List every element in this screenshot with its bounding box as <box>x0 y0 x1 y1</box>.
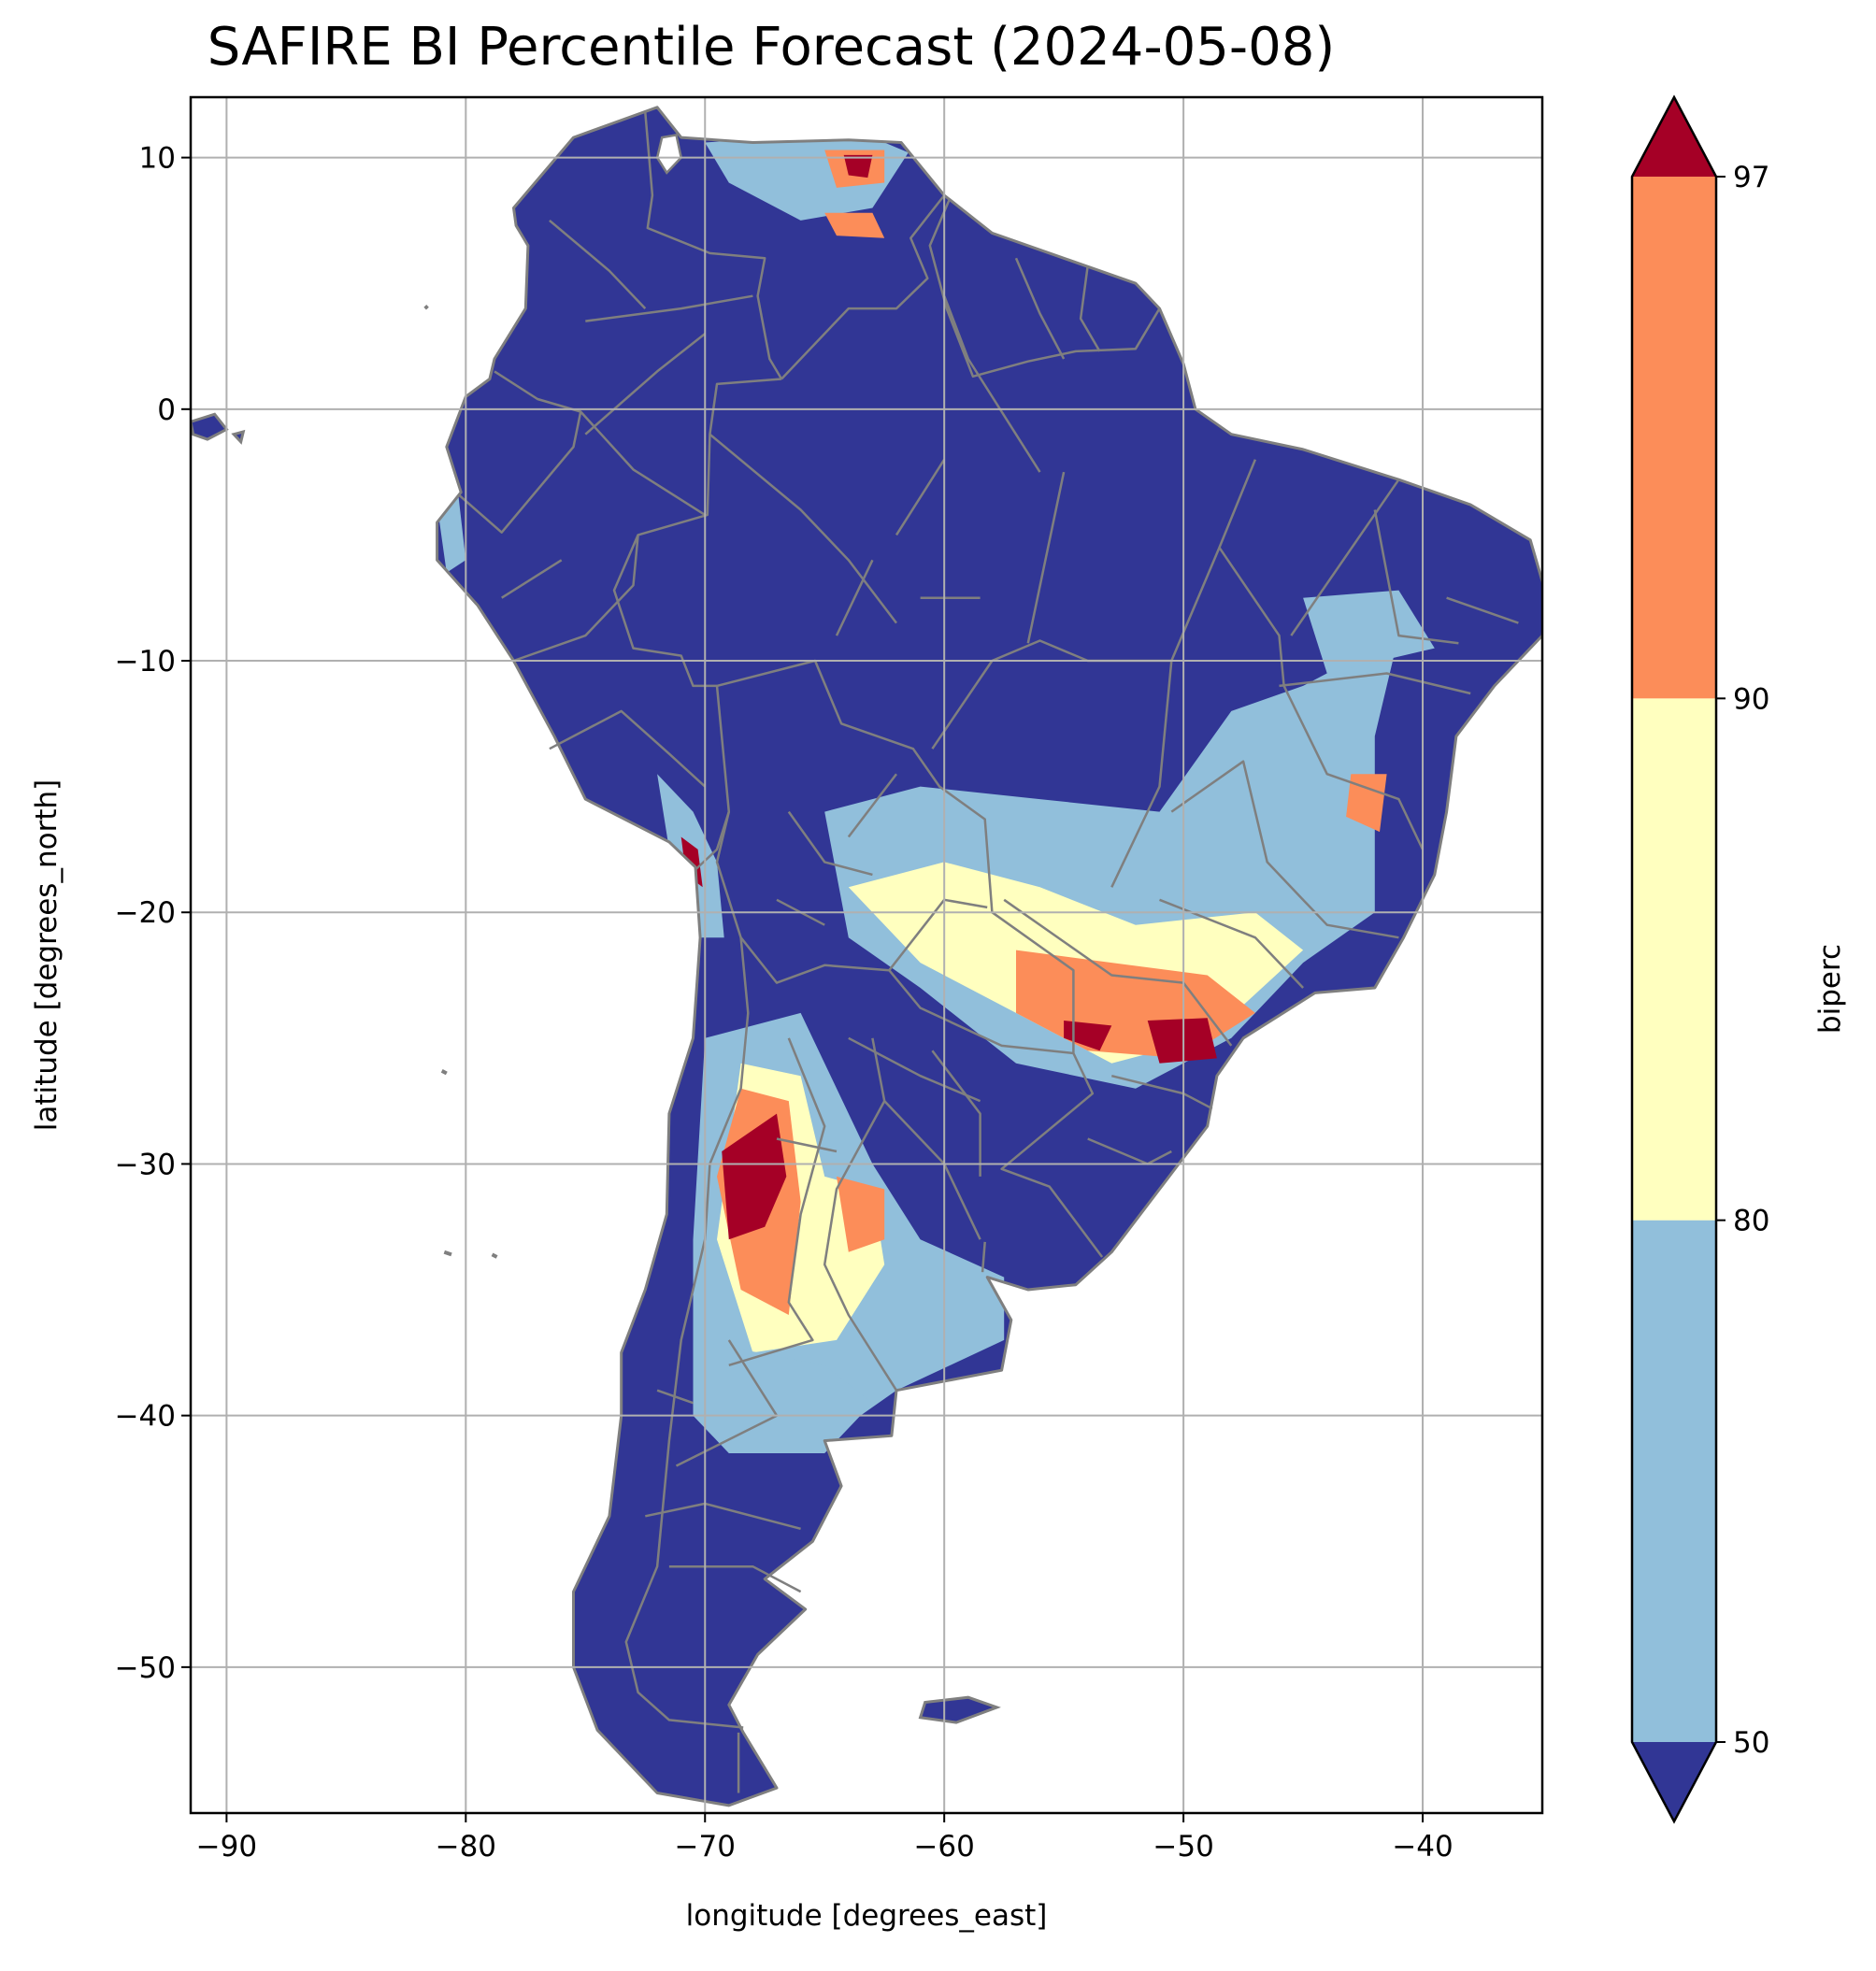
island-1 <box>231 429 246 445</box>
region-patagonia-north <box>693 1339 873 1453</box>
border-line-41 <box>787 810 873 877</box>
border-line-2 <box>928 199 1161 378</box>
x-axis-ticks: −90 −80 −70 −60 −50 −40 <box>196 1813 1454 1864</box>
y-tick-label: −50 <box>115 1651 176 1685</box>
x-tick-label: −90 <box>196 1830 257 1864</box>
colorbar-tick-label: 90 <box>1733 682 1769 716</box>
region-peru-coast <box>437 497 466 573</box>
plot-frame <box>189 95 1544 1815</box>
border-line-7 <box>457 411 582 534</box>
border-line-13 <box>981 1241 986 1273</box>
colorbar-tick-label: 97 <box>1733 161 1769 194</box>
colorbar-tick-label: 50 <box>1733 1726 1769 1760</box>
border-line-8 <box>695 685 731 871</box>
y-tick-label: 0 <box>157 393 176 427</box>
y-axis-label: latitude [degrees_north] <box>30 779 64 1131</box>
border-line-39 <box>584 333 706 436</box>
region-nordeste-patch <box>1303 590 1435 674</box>
x-tick-label: −40 <box>1392 1830 1453 1864</box>
border-line-50 <box>895 459 946 536</box>
island-4 <box>491 1252 498 1259</box>
border-line-21 <box>1026 471 1066 644</box>
border-line-18 <box>1003 898 1233 1047</box>
border-line-34 <box>549 709 707 788</box>
map-layer <box>191 106 1542 1807</box>
border-line-27 <box>1373 509 1459 645</box>
y-tick-label: −10 <box>115 645 176 678</box>
y-axis-ticks: 10 0 −10 −20 −30 −40 −50 <box>115 142 191 1685</box>
border-line-47 <box>776 1137 838 1153</box>
y-tick-label: 10 <box>139 142 176 176</box>
island-0 <box>191 412 229 441</box>
border-line-5 <box>612 378 1104 1258</box>
region-bahia-orange <box>1346 774 1387 833</box>
border-line-40 <box>847 773 897 838</box>
region-parana-red-1 <box>1147 1018 1217 1064</box>
border-line-3 <box>1014 257 1066 360</box>
chart-title: SAFIRE BI Percentile Forecast (2024-05-0… <box>207 17 1336 78</box>
border-line-10 <box>888 969 1074 1055</box>
border-line-49 <box>835 559 874 636</box>
border-line-35 <box>513 535 639 663</box>
border-line-4 <box>1079 265 1101 352</box>
border-line-1 <box>780 194 946 380</box>
border-line-28 <box>1446 596 1519 624</box>
colorbar-tick-label: 80 <box>1733 1205 1769 1238</box>
gridlines <box>191 97 1542 1813</box>
border-line-0 <box>644 112 783 380</box>
y-tick-label: −40 <box>115 1400 176 1434</box>
border-line-14 <box>823 1037 898 1392</box>
colorbar-extend-max <box>1632 97 1716 177</box>
border-line-36 <box>501 559 563 599</box>
x-tick-label: −80 <box>436 1830 496 1864</box>
colorbar-label: biperc <box>1813 944 1847 1034</box>
border-line-26 <box>1290 478 1400 636</box>
x-tick-label: −60 <box>913 1830 974 1864</box>
x-tick-label: −70 <box>675 1830 736 1864</box>
y-tick-label: −20 <box>115 896 176 930</box>
admin-borders <box>457 112 1519 1793</box>
border-line-22 <box>709 433 897 624</box>
border-line-25 <box>1218 547 1425 850</box>
island-6 <box>423 305 429 310</box>
border-line-37 <box>585 294 753 322</box>
colorbar-segment-80-90 <box>1632 698 1716 1221</box>
x-axis-label: longitude [degrees_east] <box>686 1899 1048 1933</box>
region-cordoba-orange <box>837 1176 885 1252</box>
border-line-46 <box>848 1036 981 1103</box>
lake-0 <box>655 133 683 175</box>
island-3 <box>443 1250 452 1257</box>
border-line-38 <box>549 219 647 309</box>
border-line-31 <box>1170 760 1399 939</box>
colorbar-segment-90-97 <box>1632 177 1716 699</box>
percentile-regions <box>437 132 1435 1453</box>
border-line-11 <box>624 937 750 1729</box>
colorbar-extend-min <box>1632 1742 1716 1821</box>
border-line-43 <box>656 1389 694 1405</box>
border-line-15 <box>728 1037 826 1366</box>
colorbar-segment-50-80 <box>1632 1220 1716 1742</box>
border-line-45 <box>668 1564 802 1593</box>
region-venezuela-red <box>843 154 873 179</box>
region-venezuela-orange-south <box>824 212 885 238</box>
y-tick-label: −30 <box>115 1148 176 1181</box>
border-line-29 <box>1279 672 1471 695</box>
border-line-17 <box>931 1050 981 1177</box>
x-tick-label: −50 <box>1153 1830 1213 1864</box>
island-5 <box>918 1695 1001 1724</box>
region-parana-red-2 <box>1064 1021 1112 1051</box>
border-line-24 <box>943 295 1041 473</box>
region-cuyo-red <box>722 1113 787 1240</box>
island-2 <box>440 1069 448 1076</box>
colorbar-segments: 50 80 90 97 <box>1630 94 1769 1824</box>
